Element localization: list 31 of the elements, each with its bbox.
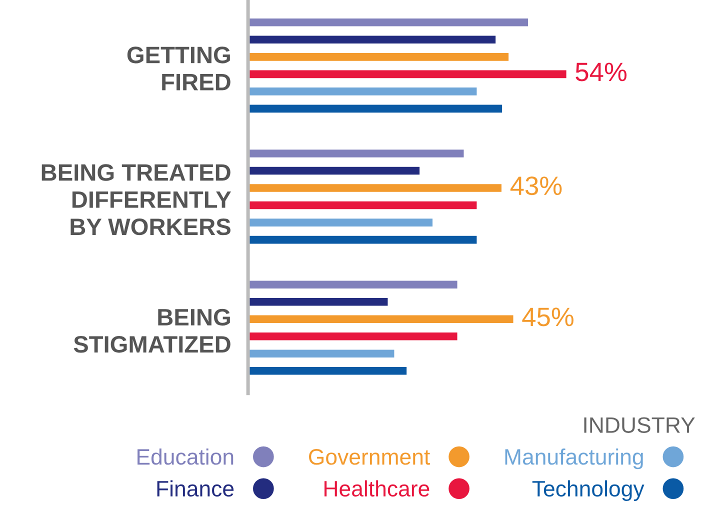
bar	[248, 236, 477, 244]
bar	[248, 350, 394, 358]
bar	[248, 367, 407, 375]
bar	[248, 201, 477, 210]
bar	[248, 280, 458, 289]
bar	[248, 332, 458, 340]
bar	[248, 166, 420, 175]
legend-label: Healthcare	[324, 480, 430, 497]
bar	[248, 104, 502, 113]
legend-label: Finance	[157, 480, 234, 497]
bar	[248, 70, 566, 78]
y-tick-label: GETTING FIRED	[127, 46, 230, 90]
data-label: 43%	[510, 176, 562, 196]
legend-label: Technology	[532, 480, 644, 501]
bar	[248, 315, 514, 324]
bar	[248, 184, 502, 192]
bar	[248, 88, 477, 96]
bar	[248, 53, 509, 61]
data-label: 45%	[522, 308, 574, 326]
bar	[248, 218, 433, 226]
legend-label: Government	[309, 449, 430, 465]
legend-label: Education	[138, 448, 234, 465]
y-tick-label: BEING TREATED DIFFERENTLY BY WORKERS	[42, 164, 232, 236]
bar	[248, 18, 528, 26]
bar	[248, 36, 496, 44]
y-tick-label: BEING STIGMATIZED	[74, 308, 230, 353]
legend-title: INDUSTRY	[584, 417, 695, 433]
bar	[248, 298, 388, 306]
data-label: 54%	[576, 62, 627, 82]
bar	[248, 150, 464, 158]
legend-label: Manufacturing	[505, 448, 643, 470]
